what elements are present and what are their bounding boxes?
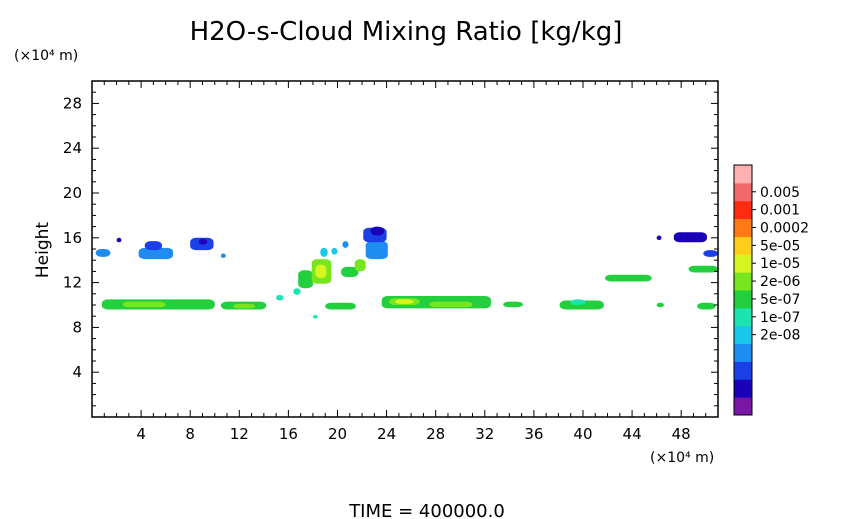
x-tick-label: 24 xyxy=(377,425,396,443)
colorbar-swatch xyxy=(734,290,752,309)
cloud-patch xyxy=(342,241,349,248)
y-tick-label: 20 xyxy=(63,184,82,202)
cloud-patch xyxy=(570,299,586,305)
colorbar-label: 0.005 xyxy=(760,185,800,201)
colorbar-label: 2e-08 xyxy=(760,328,800,344)
cloud-patch xyxy=(341,266,359,277)
colorbar-swatch xyxy=(734,379,752,398)
cloud-patch xyxy=(429,301,473,308)
colorbar-label: 1e-05 xyxy=(760,256,800,272)
colorbar-swatch xyxy=(734,236,752,255)
colorbar-label: 5e-07 xyxy=(760,292,800,308)
chart-title: H2O-s-Cloud Mixing Ratio [kg/kg] xyxy=(190,17,623,47)
cloud-patch xyxy=(503,301,523,308)
colorbar-label: 5e-05 xyxy=(760,238,800,254)
cloud-patch xyxy=(95,249,111,257)
cloud-patch xyxy=(298,270,313,289)
cloud-patch xyxy=(276,294,284,301)
x-tick-label: 8 xyxy=(185,425,195,443)
colorbar-swatch xyxy=(734,200,752,220)
x-axis-unit: (×10⁴ m) xyxy=(650,450,714,466)
cloud-patch xyxy=(116,237,122,243)
cloud-patch xyxy=(293,288,301,295)
cloud-patch xyxy=(395,299,414,304)
colorbar-swatch xyxy=(734,343,752,362)
colorbar-swatch xyxy=(734,325,752,345)
cloud-patch xyxy=(370,226,385,236)
cloud-patch xyxy=(331,247,338,255)
cloud-patch xyxy=(365,241,388,260)
cloud-patch xyxy=(354,259,366,272)
x-tick-label: 20 xyxy=(328,425,347,443)
cloud-patch xyxy=(315,264,327,279)
cloud-patch xyxy=(233,303,256,309)
cloud-patch xyxy=(656,235,662,241)
x-tick-label: 32 xyxy=(475,425,494,443)
colorbar-swatch xyxy=(734,218,752,237)
cloud-patch xyxy=(656,302,664,308)
colorbar-frame xyxy=(733,164,753,416)
plot-frame xyxy=(91,80,719,418)
cloud-patch xyxy=(144,241,162,251)
cloud-patch xyxy=(673,232,707,243)
colorbar-swatch xyxy=(734,272,752,291)
y-tick-label: 28 xyxy=(63,94,82,112)
colorbar-label: 0.001 xyxy=(760,203,800,219)
cloud-patch xyxy=(122,301,166,308)
time-footer: TIME = 400000.0 xyxy=(348,501,505,519)
x-tick-label: 44 xyxy=(623,425,642,443)
colorbar-swatch xyxy=(734,361,752,380)
cloud-patch xyxy=(198,238,208,245)
y-tick-label: 16 xyxy=(63,229,82,247)
y-axis-unit: (×10⁴ m) xyxy=(14,48,78,64)
x-tick-label: 12 xyxy=(230,425,249,443)
colorbar-swatch xyxy=(734,307,752,327)
x-tick-label: 48 xyxy=(672,425,691,443)
cloud-patch xyxy=(320,247,328,257)
colorbar-label: 2e-06 xyxy=(760,274,800,290)
cloud-patch xyxy=(325,302,356,310)
y-tick-label: 24 xyxy=(63,139,82,157)
colorbar-swatch xyxy=(734,254,752,273)
cloud-patch xyxy=(559,300,604,310)
y-tick-label: 12 xyxy=(63,274,82,292)
y-tick-label: 4 xyxy=(72,363,82,381)
x-tick-label: 28 xyxy=(426,425,445,443)
cloud-patch xyxy=(312,315,318,319)
x-tick-label: 36 xyxy=(524,425,543,443)
cloud-patch xyxy=(220,253,226,258)
cloud-patch xyxy=(138,247,174,260)
cloud-patch xyxy=(605,274,652,282)
x-tick-label: 16 xyxy=(279,425,298,443)
cloud-patch xyxy=(703,250,718,257)
x-tick-label: 40 xyxy=(573,425,592,443)
colorbar-label: 1e-07 xyxy=(760,310,800,326)
cloud-patch xyxy=(688,265,718,273)
y-tick-label: 8 xyxy=(72,318,82,336)
x-tick-label: 4 xyxy=(136,425,146,443)
colorbar-swatch xyxy=(734,397,752,416)
y-axis-label: Height xyxy=(33,222,53,279)
colorbar-label: 0.0002 xyxy=(760,221,809,237)
colorbar-swatch xyxy=(734,165,752,184)
cloud-patch xyxy=(697,302,716,310)
colorbar-swatch xyxy=(734,182,752,202)
